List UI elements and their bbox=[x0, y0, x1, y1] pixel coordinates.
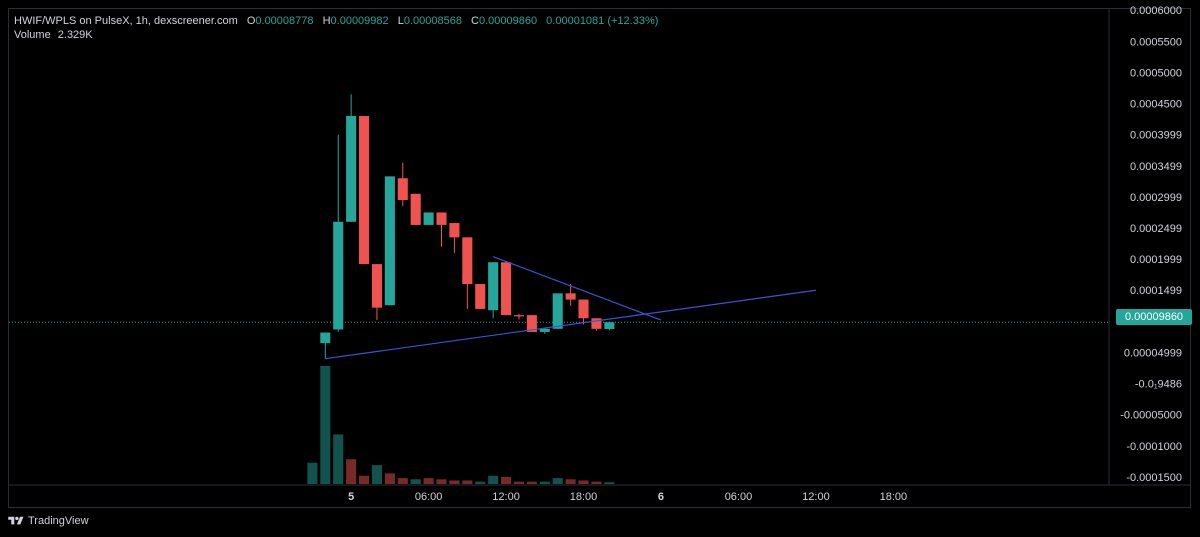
y-tick-label: -0.0₁9486 bbox=[1135, 379, 1182, 391]
ohlc-legend: HWIF/WPLS on PulseX, 1h, dexscreener.com… bbox=[14, 13, 658, 30]
volume-bar bbox=[320, 366, 331, 484]
time-axis: 5 06:00 12:00 18:00 6 06:00 12:00 18:00 bbox=[9, 484, 1190, 503]
volume-bar bbox=[552, 478, 563, 484]
tradingview-attribution[interactable]: TradingView bbox=[8, 515, 89, 527]
symbol-title[interactable]: HWIF/WPLS on PulseX, 1h, dexscreener.com bbox=[14, 15, 238, 27]
x-tick-label: 18:00 bbox=[880, 491, 908, 503]
candle-body bbox=[565, 293, 576, 300]
candle-body bbox=[371, 264, 382, 308]
trendline-support bbox=[325, 289, 817, 360]
candle-body bbox=[462, 237, 473, 285]
candle-body bbox=[449, 223, 460, 238]
x-tick-label: 06:00 bbox=[725, 491, 753, 503]
volume-bar bbox=[436, 479, 447, 484]
x-tick-label: 12:00 bbox=[802, 491, 830, 503]
volume-bar bbox=[604, 482, 615, 484]
volume-bar bbox=[397, 478, 408, 484]
volume-bar bbox=[423, 478, 434, 484]
trendline-resistance bbox=[492, 256, 662, 321]
grid-layer bbox=[9, 321, 1109, 323]
trendline-layer bbox=[325, 256, 817, 360]
candle-body bbox=[513, 315, 525, 317]
x-tick-label: 06:00 bbox=[415, 491, 443, 503]
x-tick-label: 5 bbox=[348, 491, 354, 503]
candle-body bbox=[333, 221, 344, 330]
volume-bar bbox=[513, 481, 525, 484]
brand-label: TradingView bbox=[28, 515, 89, 527]
candle-body bbox=[578, 299, 589, 319]
volume-bar bbox=[526, 481, 537, 484]
candle-body bbox=[436, 212, 447, 225]
y-tick-label: 0.0003999 bbox=[1130, 130, 1182, 142]
candle-body bbox=[526, 315, 537, 332]
volume-bar bbox=[539, 481, 550, 484]
y-tick-label: -0.0001000 bbox=[1126, 441, 1182, 453]
volume-bar bbox=[578, 480, 589, 484]
volume-bar bbox=[488, 475, 499, 484]
volume-legend: Volume 2.329K bbox=[14, 29, 93, 41]
price-axis: 0.0006000 0.0005500 0.0005000 0.0004500 0.00… bbox=[1108, 5, 1182, 485]
y-tick-label: 0.0003499 bbox=[1130, 161, 1182, 173]
candle-body bbox=[346, 116, 357, 222]
x-tick-label: 18:00 bbox=[570, 491, 598, 503]
low-value: 0.00008568 bbox=[403, 15, 462, 27]
volume-bar bbox=[501, 476, 512, 484]
x-tick-label: 6 bbox=[658, 491, 664, 503]
volume-bar bbox=[565, 479, 576, 484]
volume-bar bbox=[449, 480, 460, 484]
y-tick-label: 0.0004500 bbox=[1130, 99, 1182, 111]
last-price-tag: 0.00009860 bbox=[1116, 309, 1192, 325]
candle-body bbox=[359, 116, 370, 265]
y-tick-label: 0.0002999 bbox=[1130, 192, 1182, 204]
candle-body bbox=[488, 262, 499, 311]
open-label: O bbox=[246, 15, 256, 27]
candle-body bbox=[320, 332, 331, 344]
close-value: 0.00009860 bbox=[478, 15, 538, 27]
y-tick-label: 0.0006000 bbox=[1130, 5, 1182, 17]
x-tick-label: 12:00 bbox=[492, 491, 520, 503]
candle-body bbox=[410, 193, 421, 225]
candle-body bbox=[475, 284, 486, 309]
volume-label[interactable]: Volume bbox=[14, 29, 51, 41]
volume-bar bbox=[307, 462, 318, 484]
volume-bar bbox=[346, 459, 357, 484]
high-label: H bbox=[322, 15, 331, 27]
y-tick-label: -0.00005000 bbox=[1120, 410, 1182, 422]
change-value: 0.00001081 (+12.33%) bbox=[546, 15, 659, 27]
chart-frame[interactable] bbox=[8, 8, 1191, 508]
open-value: 0.00008778 bbox=[255, 15, 314, 27]
y-tick-label: -0.0001500 bbox=[1126, 472, 1182, 484]
volume-bar bbox=[333, 434, 344, 484]
volume-value: 2.329K bbox=[57, 29, 93, 41]
y-tick-label: 0.00004999 bbox=[1124, 347, 1182, 359]
candle-body bbox=[501, 262, 512, 316]
candle-body bbox=[591, 318, 602, 329]
volume-bar bbox=[591, 481, 602, 484]
volume-bar bbox=[384, 473, 395, 484]
volume-bar bbox=[371, 465, 382, 484]
tradingview-logo-icon bbox=[8, 516, 24, 525]
candle-body bbox=[539, 328, 550, 332]
volume-layer bbox=[307, 366, 615, 484]
high-value: 0.00009982 bbox=[330, 15, 389, 27]
candle-layer bbox=[320, 94, 615, 359]
volume-bar bbox=[359, 475, 370, 484]
low-label: L bbox=[397, 15, 404, 27]
candle-body bbox=[552, 293, 563, 329]
y-tick-label: 0.0001999 bbox=[1130, 254, 1182, 266]
volume-bar bbox=[475, 481, 486, 484]
y-tick-label: 0.0005000 bbox=[1130, 67, 1182, 79]
candle-body bbox=[604, 322, 615, 329]
close-label: C bbox=[471, 15, 479, 27]
volume-bar bbox=[410, 479, 421, 484]
y-tick-label: 0.0005500 bbox=[1130, 36, 1182, 48]
candle-body bbox=[423, 212, 434, 225]
y-tick-label: 0.0001499 bbox=[1130, 285, 1182, 297]
candle-body bbox=[397, 178, 408, 201]
volume-bar bbox=[462, 480, 473, 484]
candle-body bbox=[384, 176, 395, 306]
y-tick-label: 0.0002499 bbox=[1130, 223, 1182, 235]
